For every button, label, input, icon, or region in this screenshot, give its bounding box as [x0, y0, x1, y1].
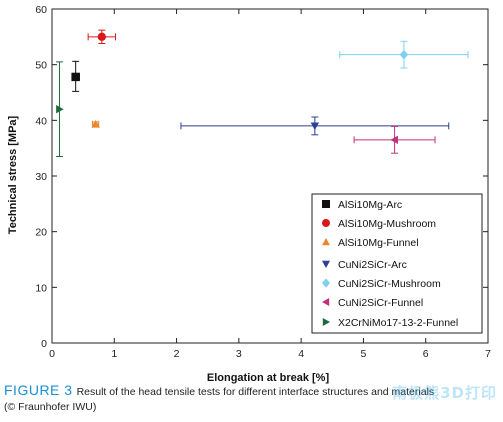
axes: 0 1 2 3 4 5 6 7 0 10 20 30 40 50 60 — [35, 4, 491, 360]
data-point — [390, 135, 398, 145]
y-tick-label: 20 — [35, 227, 47, 239]
legend-marker — [322, 260, 330, 268]
figure-caption: FIGURE 3 Result of the head tensile tests… — [4, 383, 503, 415]
legend-label: X2CrNiMo17-13-2-Funnel — [338, 317, 458, 329]
y-tick-label: 0 — [41, 338, 47, 350]
y-tick-label: 50 — [35, 60, 47, 72]
figure-label: FIGURE 3 — [4, 382, 73, 398]
x-tick-label: 6 — [423, 348, 429, 360]
error-bars — [55, 29, 469, 158]
x-tick-label: 2 — [174, 348, 180, 360]
data-point — [91, 120, 100, 128]
legend-marker — [322, 219, 330, 227]
legend-label: AlSi10Mg-Mushroom — [338, 218, 436, 230]
data-point — [399, 49, 409, 60]
x-tick-label: 4 — [298, 348, 304, 360]
legend-label: CuNi2SiCr-Mushroom — [338, 278, 441, 290]
y-tick-label: 30 — [35, 171, 47, 183]
legend-marker — [322, 200, 330, 208]
legend-marker — [322, 238, 330, 246]
legend-marker — [322, 318, 330, 326]
x-tick-label: 3 — [236, 348, 242, 360]
y-tick-label: 10 — [35, 282, 47, 294]
data-point — [56, 105, 64, 114]
x-tick-label: 7 — [485, 348, 491, 360]
y-axis-label: Technical stress [MPa] — [7, 115, 19, 234]
data-point — [97, 32, 107, 42]
legend-marker — [322, 278, 330, 288]
legend-label: CuNi2SiCr-Arc — [338, 259, 407, 271]
watermark-logo: 南极熊3D打印 — [392, 384, 497, 402]
data-markers — [56, 32, 409, 145]
data-point — [71, 72, 80, 82]
x-tick-label: 1 — [111, 348, 117, 360]
caption-text: Result of the head tensile tests for dif… — [76, 386, 435, 398]
legend-marker — [322, 298, 330, 306]
y-tick-label: 60 — [35, 4, 47, 16]
caption-credit: (© Fraunhofer IWU) — [4, 401, 97, 413]
legend-label: AlSi10Mg-Funnel — [338, 237, 419, 249]
y-tick-label: 40 — [35, 115, 47, 127]
x-axis-label: Elongation at break [%] — [207, 372, 330, 384]
legend-label: CuNi2SiCr-Funnel — [338, 297, 423, 309]
legend-label: AlSi10Mg-Arc — [338, 199, 402, 211]
legend-box — [311, 193, 483, 334]
x-tick-label: 5 — [361, 348, 367, 360]
x-tick-label: 0 — [49, 348, 55, 360]
legend: AlSi10Mg-Arc AlSi10Mg-Mushroom AlSi10Mg-Fu… — [311, 193, 483, 334]
data-point — [310, 122, 320, 131]
